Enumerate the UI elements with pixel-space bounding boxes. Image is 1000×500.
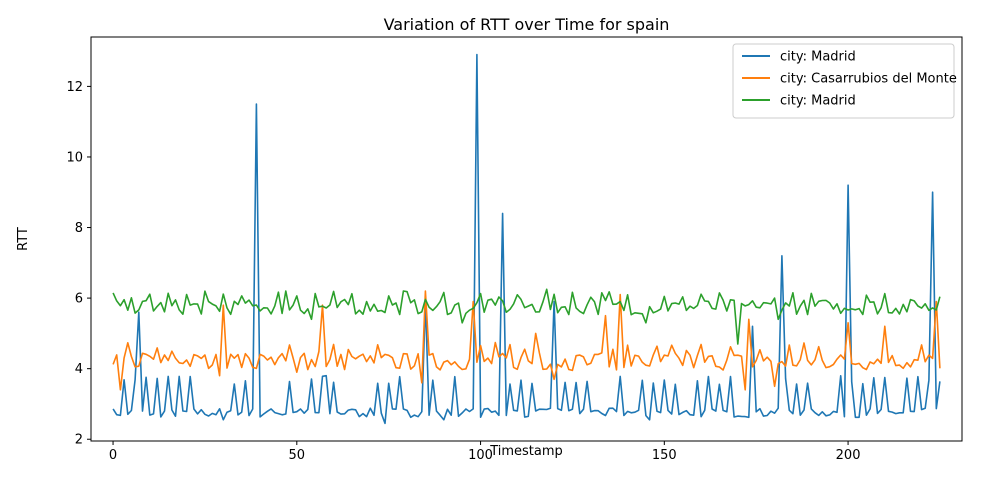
series-line-1 [112, 290, 941, 391]
chart-title: Variation of RTT over Time for spain [384, 15, 670, 34]
y-tick-label: 6 [75, 292, 83, 307]
y-axis-label: RTT [16, 227, 31, 251]
axes: 0 50 100 150 200 2 4 6 8 10 12 [66, 36, 963, 463]
axes-frame [90, 36, 963, 442]
x-tick-label: 200 [836, 448, 861, 463]
x-axis-label: Timestamp [489, 444, 563, 459]
x-tick-label: 150 [652, 448, 677, 463]
y-tick-label: 10 [66, 150, 83, 165]
plot-area [112, 53, 941, 425]
y-tick-label: 4 [75, 362, 83, 377]
legend-box [732, 43, 955, 119]
legend-label: city: Casarrubios del Monte [780, 72, 957, 87]
legend-label: city: Madrid [780, 94, 856, 109]
y-tick-label: 2 [75, 433, 83, 448]
x-tick-label: 0 [109, 448, 117, 463]
legend-label: city: Madrid [780, 50, 856, 65]
series-line-0 [112, 53, 941, 425]
x-tick-label: 100 [468, 448, 493, 463]
y-tick-label: 12 [66, 80, 83, 95]
y-tick-label: 8 [75, 221, 83, 236]
legend: city: Madrid city: Casarrubios del Monte c… [732, 43, 957, 119]
x-tick-label: 50 [289, 448, 306, 463]
series-line-2 [112, 288, 941, 345]
